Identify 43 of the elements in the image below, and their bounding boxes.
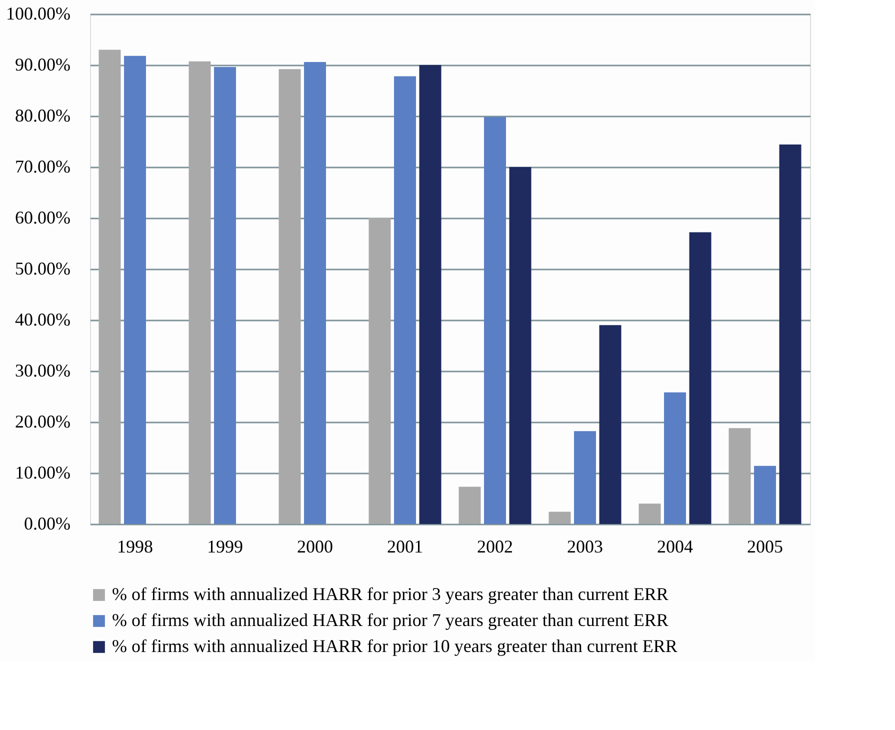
legend-label: % of firms with annualized HARR for prior 3 years greater than current ERR xyxy=(112,584,668,604)
bar xyxy=(548,512,571,524)
bar xyxy=(484,117,506,524)
x-tick-label: 1999 xyxy=(207,536,243,556)
bar xyxy=(188,61,211,524)
y-tick-label: 60.00% xyxy=(15,208,70,228)
bar xyxy=(368,218,391,524)
x-tick-label: 2003 xyxy=(567,536,603,556)
bar xyxy=(98,50,121,524)
bar xyxy=(304,62,326,524)
x-tick-label: 2001 xyxy=(387,536,423,556)
x-tick-label: 2005 xyxy=(747,536,783,556)
legend-label: % of firms with annualized HARR for prior 10 years greater than current ERR xyxy=(112,636,678,656)
bar xyxy=(574,431,596,524)
bar xyxy=(754,466,776,524)
bar xyxy=(509,167,532,524)
bar xyxy=(419,65,442,524)
bar xyxy=(394,76,416,524)
x-tick-label: 2000 xyxy=(297,536,333,556)
y-tick-label: 100.00% xyxy=(6,4,70,24)
y-tick-label: 70.00% xyxy=(15,156,70,176)
y-tick-label: 90.00% xyxy=(15,54,70,74)
bar xyxy=(124,56,146,524)
bar xyxy=(458,486,481,524)
y-tick-label: 40.00% xyxy=(15,310,70,330)
x-tick-label: 2002 xyxy=(477,536,513,556)
bar xyxy=(728,428,751,524)
y-tick-label: 10.00% xyxy=(15,462,70,482)
x-tick-label: 1998 xyxy=(117,536,153,556)
bar xyxy=(278,69,301,524)
x-tick-label: 2004 xyxy=(657,536,693,556)
y-tick-label: 0.00% xyxy=(24,514,70,534)
bar xyxy=(664,392,686,524)
y-tick-label: 80.00% xyxy=(15,106,70,126)
bar xyxy=(214,67,236,524)
bar xyxy=(638,504,661,524)
y-tick-label: 20.00% xyxy=(15,412,70,432)
legend-label: % of firms with annualized HARR for prior 7 years greater than current ERR xyxy=(112,610,668,630)
bar xyxy=(689,232,712,524)
bar xyxy=(599,325,622,524)
bar xyxy=(779,144,802,524)
y-tick-label: 30.00% xyxy=(15,360,70,380)
y-tick-label: 50.00% xyxy=(15,258,70,278)
